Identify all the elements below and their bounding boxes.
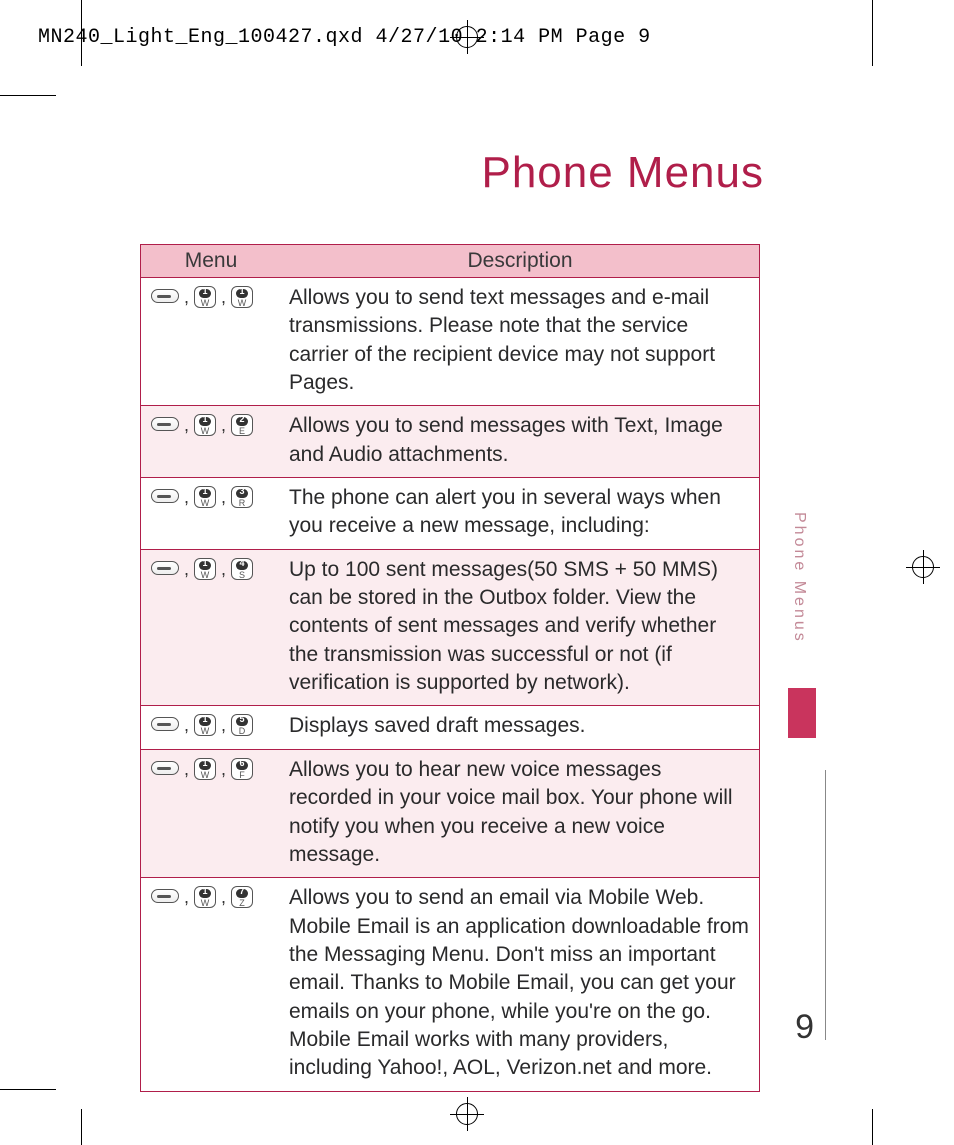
menu-cell: ,1W,5D [141, 706, 281, 748]
softkey-icon [151, 717, 179, 731]
page-title: Phone Menus [481, 148, 764, 198]
crop-mark [81, 1109, 82, 1145]
keypad-key-icon: 1W [194, 414, 216, 436]
description-cell: Allows you to send an email via Mobile W… [281, 878, 759, 1090]
keypad-key-icon: 1W [194, 486, 216, 508]
separator: , [221, 758, 226, 780]
description-cell: Allows you to send messages with Text, I… [281, 406, 759, 477]
menu-cell: ,1W,4S [141, 550, 281, 706]
separator: , [184, 558, 189, 580]
table-row: ,1W,1WAllows you to send text messages a… [141, 277, 759, 405]
softkey-icon [151, 417, 179, 431]
description-cell: Displays saved draft messages. [281, 706, 759, 748]
keypad-key-icon: 1W [194, 758, 216, 780]
table-row: ,1W,4SUp to 100 sent messages(50 SMS + 5… [141, 549, 759, 706]
table-row: ,1W,3RThe phone can alert you in several… [141, 477, 759, 549]
menu-cell: ,1W,1W [141, 278, 281, 405]
separator: , [221, 414, 226, 436]
separator: , [184, 714, 189, 736]
separator: , [221, 886, 226, 908]
keypad-key-icon: 1W [194, 714, 216, 736]
softkey-icon [151, 889, 179, 903]
page-number: 9 [795, 1008, 814, 1047]
description-cell: Allows you to hear new voice messages re… [281, 750, 759, 877]
column-header-menu: Menu [141, 245, 281, 277]
keypad-key-icon: 6F [231, 758, 253, 780]
keypad-key-icon: 2E [231, 414, 253, 436]
separator: , [221, 486, 226, 508]
softkey-icon [151, 561, 179, 575]
table-row: ,1W,2EAllows you to send messages with T… [141, 405, 759, 477]
print-header: MN240_Light_Eng_100427.qxd 4/27/10 2:14 … [38, 26, 651, 49]
crop-mark [872, 0, 873, 66]
table-row: ,1W,5DDisplays saved draft messages. [141, 705, 759, 748]
description-cell: Up to 100 sent messages(50 SMS + 50 MMS)… [281, 550, 759, 706]
keypad-key-icon: 4S [231, 558, 253, 580]
keypad-key-icon: 1W [194, 558, 216, 580]
separator: , [184, 486, 189, 508]
separator: , [221, 558, 226, 580]
keypad-key-icon: 5D [231, 714, 253, 736]
keypad-key-icon: 1W [231, 286, 253, 308]
keypad-key-icon: 3R [231, 486, 253, 508]
separator: , [184, 758, 189, 780]
separator: , [221, 714, 226, 736]
registration-mark-icon [450, 20, 484, 54]
menu-cell: ,1W,2E [141, 406, 281, 477]
separator: , [184, 414, 189, 436]
crop-mark [0, 95, 56, 96]
softkey-icon [151, 489, 179, 503]
keypad-key-icon: 1W [194, 886, 216, 908]
softkey-icon [151, 289, 179, 303]
margin-rule [825, 770, 826, 1040]
menu-cell: ,1W,7Z [141, 878, 281, 1090]
keypad-key-icon: 1W [194, 286, 216, 308]
crop-mark [872, 1109, 873, 1145]
crop-mark [81, 0, 82, 66]
table-row: ,1W,7ZAllows you to send an email via Mo… [141, 877, 759, 1090]
menu-table: Menu Description ,1W,1WAllows you to sen… [140, 244, 760, 1092]
separator: , [184, 286, 189, 308]
keypad-key-icon: 7Z [231, 886, 253, 908]
softkey-icon [151, 761, 179, 775]
table-header-row: Menu Description [141, 245, 759, 277]
side-tab: Phone Menus [790, 478, 816, 738]
crop-mark [0, 1089, 56, 1090]
table-row: ,1W,6FAllows you to hear new voice messa… [141, 749, 759, 877]
menu-cell: ,1W,6F [141, 750, 281, 877]
side-tab-marker [788, 688, 816, 738]
description-cell: Allows you to send text messages and e-m… [281, 278, 759, 405]
description-cell: The phone can alert you in several ways … [281, 478, 759, 549]
registration-mark-icon [906, 550, 940, 584]
side-tab-label: Phone Menus [790, 478, 808, 678]
column-header-description: Description [281, 245, 759, 277]
separator: , [184, 886, 189, 908]
separator: , [221, 286, 226, 308]
menu-cell: ,1W,3R [141, 478, 281, 549]
registration-mark-icon [450, 1097, 484, 1131]
